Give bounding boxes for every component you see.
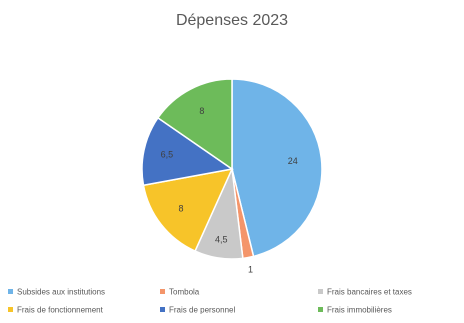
legend-item-tombola: Tombola — [160, 287, 199, 296]
legend-item-fonctionnement: Frais de fonctionnement — [8, 305, 103, 314]
data-label-fonctionnement: 8 — [178, 203, 183, 213]
legend-swatch-fonctionnement — [8, 307, 13, 313]
legend-swatch-frais-bancaires — [318, 289, 323, 295]
legend-item-subsides: Subsides aux institutions — [8, 287, 105, 296]
legend-swatch-tombola — [160, 289, 165, 295]
data-label-subsides: 24 — [288, 156, 298, 166]
legend-item-immobilieres: Frais immobilières — [318, 305, 392, 314]
data-label-immobilieres: 8 — [199, 106, 204, 116]
legend-label-subsides: Subsides aux institutions — [17, 287, 106, 297]
legend-label-tombola: Tombola — [169, 287, 200, 297]
legend-label-frais-bancaires: Frais bancaires et taxes — [327, 287, 412, 297]
pie-slices — [141, 78, 323, 260]
legend-row-2: Frais de fonctionnement Frais de personn… — [0, 305, 464, 319]
legend-swatch-subsides — [8, 289, 13, 295]
legend-row-1: Subsides aux institutions Tombola Frais … — [0, 287, 464, 301]
pie-slice-subsides — [231, 78, 323, 258]
pie-data-labels: 24 1 4,5 8 6,5 8 — [161, 106, 298, 274]
legend-swatch-personnel — [160, 307, 165, 313]
legend-label-fonctionnement: Frais de fonctionnement — [17, 305, 103, 315]
legend-item-personnel: Frais de personnel — [160, 305, 235, 314]
legend-label-immobilieres: Frais immobilières — [327, 305, 392, 315]
chart-title: Dépenses 2023 — [175, 12, 289, 29]
data-label-frais-bancaires: 4,5 — [215, 235, 228, 245]
data-label-personnel: 6,5 — [161, 149, 174, 159]
legend-swatch-immobilieres — [318, 307, 323, 313]
pie-slice-fonctionnement — [142, 168, 234, 253]
pie-slice-immobilieres — [156, 78, 233, 171]
legend-item-frais-bancaires: Frais bancaires et taxes — [318, 287, 412, 296]
legend-label-personnel: Frais de personnel — [169, 305, 236, 315]
pie-slice-personnel — [141, 116, 234, 187]
data-label-tombola: 1 — [248, 264, 253, 274]
